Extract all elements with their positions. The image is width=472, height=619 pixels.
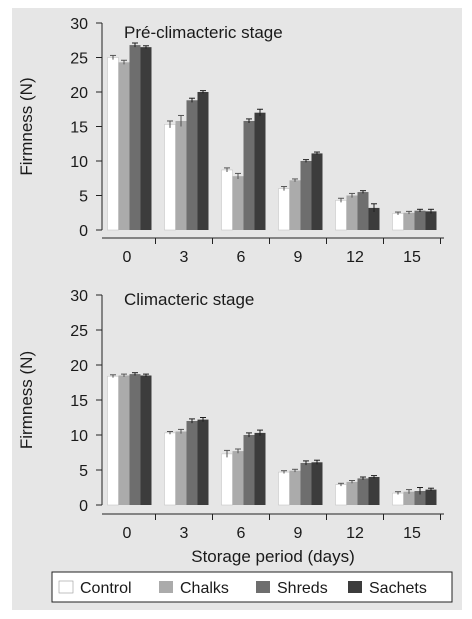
y-tick-label: 15: [70, 393, 88, 410]
y-tick-label: 0: [79, 223, 88, 240]
y-tick-label: 30: [70, 288, 88, 305]
bar-shreds: [357, 478, 369, 505]
bar-sachets: [368, 207, 380, 230]
bar-chalks: [289, 180, 301, 230]
legend-swatch-chalks: [159, 581, 173, 593]
bar-sachets: [311, 153, 323, 230]
y-tick-label: 30: [70, 16, 88, 33]
bar-sachets: [254, 432, 266, 505]
legend-label-shreds: Shreds: [277, 580, 328, 597]
legend-label-chalks: Chalks: [180, 580, 229, 597]
x-tick-label: 0: [123, 249, 132, 266]
y-tick-label: 20: [70, 85, 88, 102]
bar-shreds: [357, 192, 369, 230]
legend-item-shreds: Shreds: [256, 580, 328, 597]
bar-sachets: [311, 462, 323, 505]
bar-sachets: [140, 375, 152, 505]
bar-control: [221, 169, 233, 231]
bar-sachets: [197, 419, 209, 505]
bar-control: [107, 375, 119, 506]
y-tick-label: 20: [70, 358, 88, 375]
y-tick-label: 25: [70, 51, 88, 68]
bar-chalks: [232, 176, 244, 230]
y-axis-title: Firmness (N): [17, 351, 36, 449]
x-tick-label: 12: [346, 525, 364, 542]
legend-item-sachets: Sachets: [348, 580, 427, 597]
x-axis-title: Storage period (days): [191, 547, 354, 566]
y-tick-label: 5: [79, 463, 88, 480]
panel-title: Pré-climacteric stage: [124, 23, 283, 42]
bar-shreds: [186, 421, 198, 505]
bar-chalks: [232, 451, 244, 505]
bar-shreds: [300, 161, 312, 230]
bar-shreds: [414, 491, 426, 505]
bar-sachets: [140, 47, 152, 231]
x-tick-label: 3: [180, 525, 189, 542]
bar-control: [392, 213, 404, 231]
bar-control: [278, 471, 290, 506]
bar-shreds: [129, 45, 141, 230]
legend-swatch-sachets: [348, 581, 362, 593]
y-axis-title: Firmness (N): [17, 77, 36, 175]
bar-chalks: [118, 62, 130, 230]
bar-chalks: [175, 120, 187, 230]
bar-control: [335, 484, 347, 506]
bar-chalks: [346, 481, 358, 505]
bar-chalks: [289, 470, 301, 505]
x-tick-label: 15: [403, 249, 421, 266]
bar-shreds: [300, 463, 312, 505]
bar-chalks: [118, 375, 130, 505]
x-tick-label: 6: [237, 525, 246, 542]
bar-sachets: [425, 211, 437, 230]
legend-item-control: Control: [58, 580, 132, 597]
y-tick-label: 15: [70, 120, 88, 137]
legend-label-control: Control: [80, 580, 132, 597]
chart-figure: 0 5 10 15 20 25 30 Firmness (N) Pré-climacteric …: [12, 8, 462, 610]
bar-sachets: [425, 489, 437, 505]
x-tick-label: 15: [403, 525, 421, 542]
bar-shreds: [243, 120, 255, 230]
x-tick-label: 0: [123, 525, 132, 542]
x-tick-label: 9: [294, 249, 303, 266]
bar-control: [278, 188, 290, 231]
bar-shreds: [243, 435, 255, 505]
bar-control: [107, 57, 119, 231]
bar-control: [335, 200, 347, 231]
y-tick-label: 5: [79, 189, 88, 206]
x-tick-label: 12: [346, 249, 364, 266]
bar-chalks: [403, 212, 415, 230]
y-tick-label: 10: [70, 428, 88, 445]
legend-swatch-control: [58, 580, 74, 594]
panel-title: Climacteric stage: [124, 290, 254, 309]
bar-control: [164, 124, 176, 231]
y-tick-label: 10: [70, 154, 88, 171]
bar-shreds: [129, 374, 141, 505]
bar-control: [392, 492, 404, 506]
legend-item-chalks: Chalks: [159, 580, 229, 597]
bar-chalks: [175, 431, 187, 505]
legend-swatch-shreds: [256, 581, 270, 593]
bar-shreds: [186, 100, 198, 230]
legend-label-sachets: Sachets: [369, 580, 427, 597]
x-tick-label: 3: [180, 249, 189, 266]
bar-control: [221, 453, 233, 506]
bar-sachets: [197, 92, 209, 230]
x-tick-label: 6: [237, 249, 246, 266]
bar-chalks: [346, 195, 358, 230]
y-tick-label: 25: [70, 323, 88, 340]
bar-chalks: [403, 491, 415, 505]
legend-box: [51, 571, 453, 603]
bar-shreds: [414, 210, 426, 230]
y-tick-label: 0: [79, 498, 88, 515]
bar-control: [164, 432, 176, 506]
legend: Control Chalks Shreds Sachets: [51, 571, 453, 603]
bar-sachets: [254, 112, 266, 230]
bar-sachets: [368, 477, 380, 505]
x-tick-label: 9: [294, 525, 303, 542]
